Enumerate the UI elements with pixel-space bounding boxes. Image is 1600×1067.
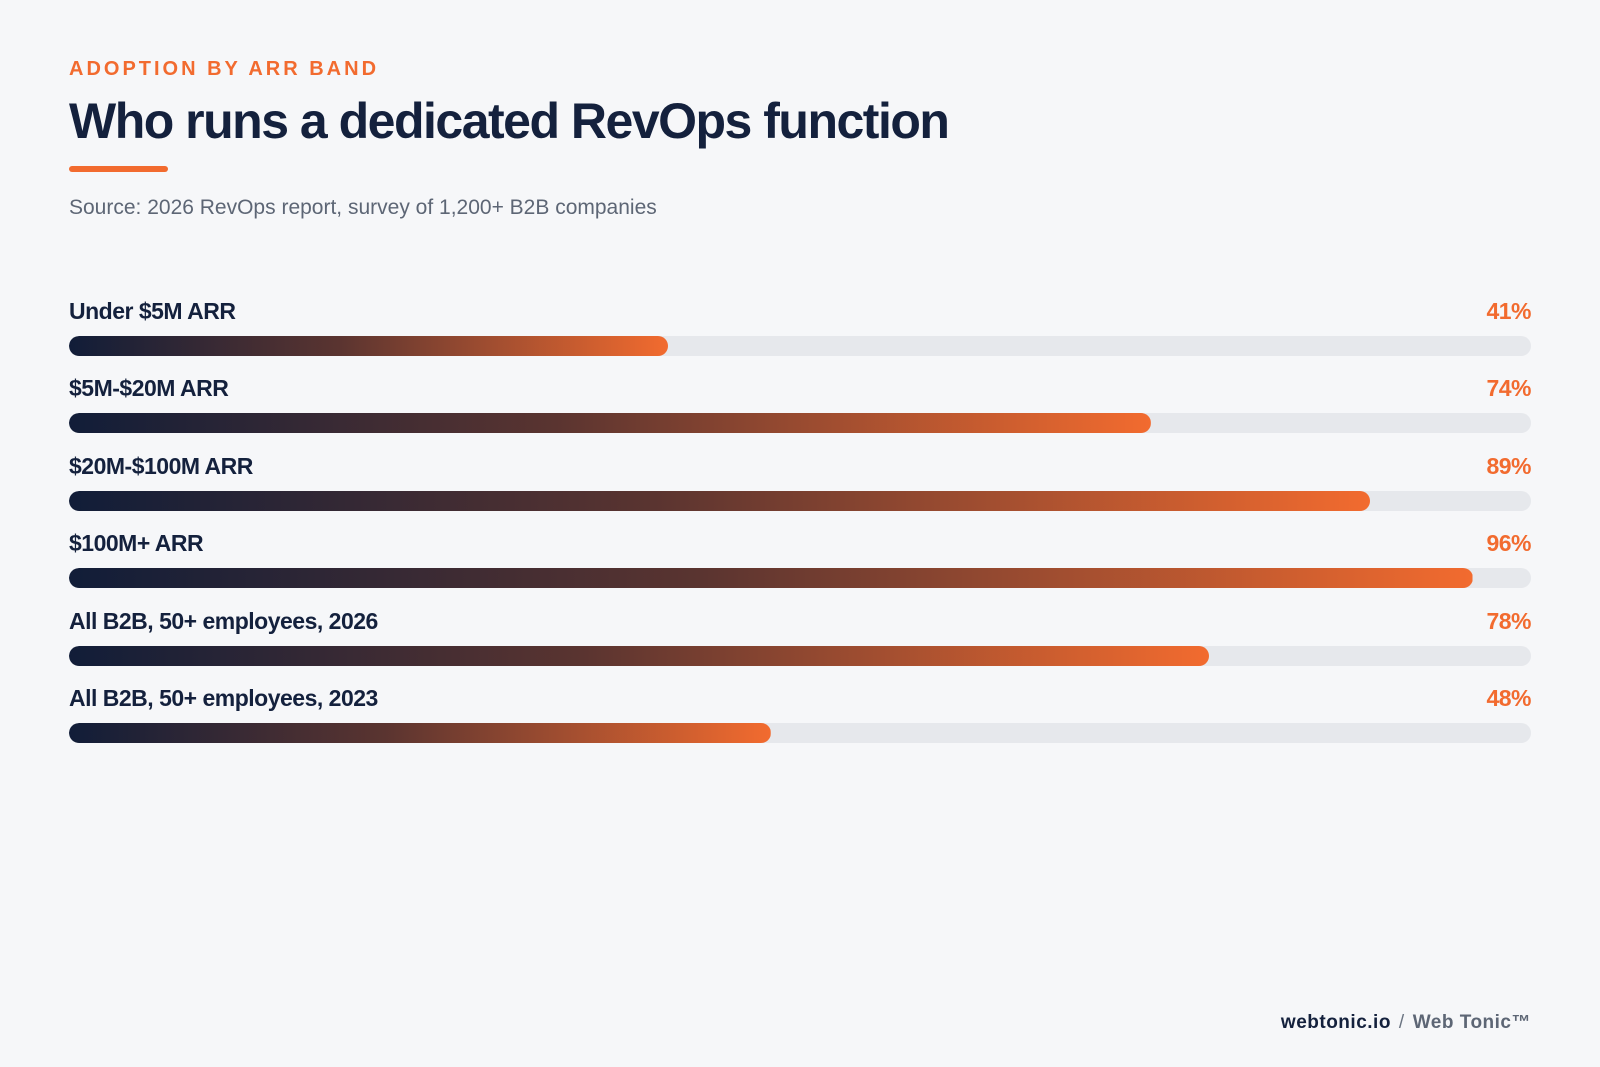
bar-fill xyxy=(69,413,1151,434)
bar-fill xyxy=(69,336,669,356)
title-underline xyxy=(69,166,168,172)
bar-track xyxy=(69,722,1531,743)
bar-fill xyxy=(69,722,771,743)
bar-fill xyxy=(69,490,1371,511)
page-title: Who runs a dedicated RevOps function xyxy=(69,93,950,149)
source-subtitle: Source: 2026 RevOps report, survey of 1,… xyxy=(69,196,657,219)
bar-fill xyxy=(69,645,1210,666)
bar-row: $5M-$20M ARR 74% xyxy=(69,373,1531,450)
bar-value-label: 48% xyxy=(1486,684,1531,711)
bar-category-label: All B2B, 50+ employees, 2023 xyxy=(69,684,378,711)
footer-brand: Web Tonic™ xyxy=(1412,1012,1531,1033)
bar-track xyxy=(69,568,1531,589)
chart-card: ADOPTION BY ARR BAND Who runs a dedicate… xyxy=(69,0,1531,1067)
bar-value-label: 74% xyxy=(1486,375,1531,402)
bar-track xyxy=(69,336,1531,356)
bar-category-label: $20M-$100M ARR xyxy=(69,452,253,479)
bar-category-label: All B2B, 50+ employees, 2026 xyxy=(69,607,378,634)
bar-track xyxy=(69,490,1531,511)
bar-row: All B2B, 50+ employees, 2026 78% xyxy=(69,606,1531,683)
bar-row: $20M-$100M ARR 89% xyxy=(69,451,1531,528)
bar-value-label: 41% xyxy=(1486,298,1531,324)
bar-value-label: 96% xyxy=(1486,530,1531,557)
bar-track xyxy=(69,645,1531,666)
bar-value-label: 78% xyxy=(1486,607,1531,634)
bar-category-label: Under $5M ARR xyxy=(69,298,236,324)
bar-fill xyxy=(69,568,1473,589)
bar-category-label: $5M-$20M ARR xyxy=(69,375,229,402)
footer-domain: webtonic.io xyxy=(1280,1012,1391,1033)
bar-row: Under $5M ARR 41% xyxy=(69,296,1531,373)
eyebrow-label: ADOPTION BY ARR BAND xyxy=(69,58,380,80)
bar-row: All B2B, 50+ employees, 2023 48% xyxy=(69,683,1531,760)
bar-chart: Under $5M ARR 41% $5M-$20M ARR 74% $20M-$100… xyxy=(69,296,1531,760)
bar-row: $100M+ ARR 96% xyxy=(69,528,1531,605)
footer-separator: / xyxy=(1398,1012,1405,1033)
bar-category-label: $100M+ ARR xyxy=(69,530,204,557)
bar-value-label: 89% xyxy=(1486,452,1531,479)
bar-track xyxy=(69,413,1531,434)
footer-credit: webtonic.io / Web Tonic™ xyxy=(1281,1012,1531,1034)
